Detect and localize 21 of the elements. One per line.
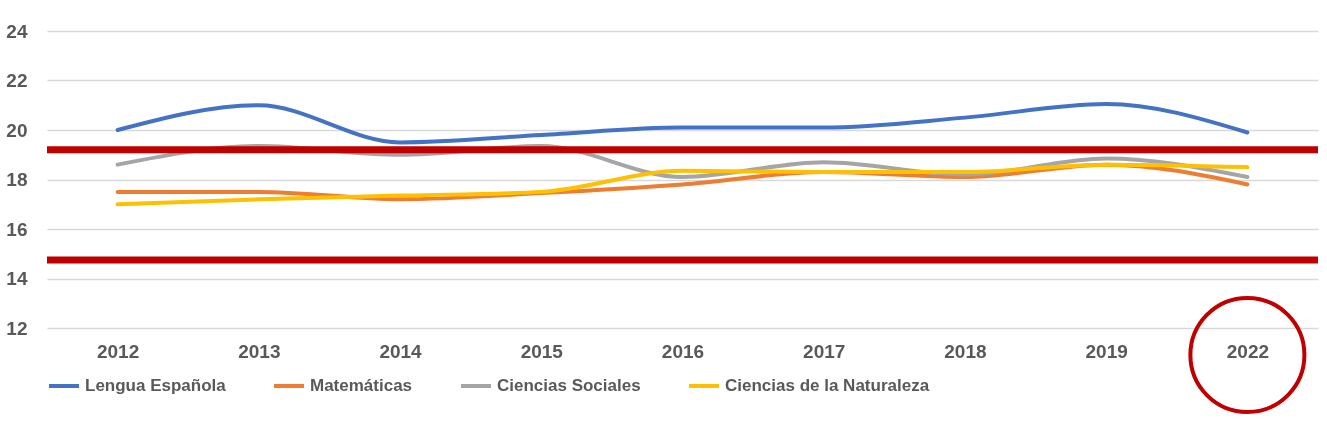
x-tick-label: 2017	[803, 340, 846, 362]
y-tick-label: 24	[6, 20, 28, 42]
x-tick-label: 2015	[520, 340, 564, 362]
legend-label: Ciencias de la Naturaleza	[725, 376, 930, 395]
x-tick-label: 2018	[944, 340, 987, 362]
y-tick-label: 14	[6, 268, 28, 289]
x-tick-label: 2014	[379, 340, 423, 362]
legend-label: Ciencias Sociales	[497, 376, 641, 395]
x-tick-label: 2019	[1085, 340, 1128, 362]
line-series	[115, 102, 1250, 145]
y-tick-label: 20	[6, 119, 28, 141]
y-tick-label: 12	[6, 317, 28, 339]
y-tick-label: 18	[6, 169, 28, 190]
x-tick-label: 2013	[238, 340, 281, 362]
y-tick-label: 22	[6, 70, 28, 91]
legend-label: Lengua Española	[85, 376, 227, 395]
x-tick-label: 2012	[96, 340, 140, 362]
y-tick-label: 16	[6, 218, 28, 240]
x-tick-label: 2022	[1226, 340, 1270, 362]
legend-label: Matemáticas	[310, 376, 413, 395]
x-tick-label: 2016	[661, 340, 705, 362]
